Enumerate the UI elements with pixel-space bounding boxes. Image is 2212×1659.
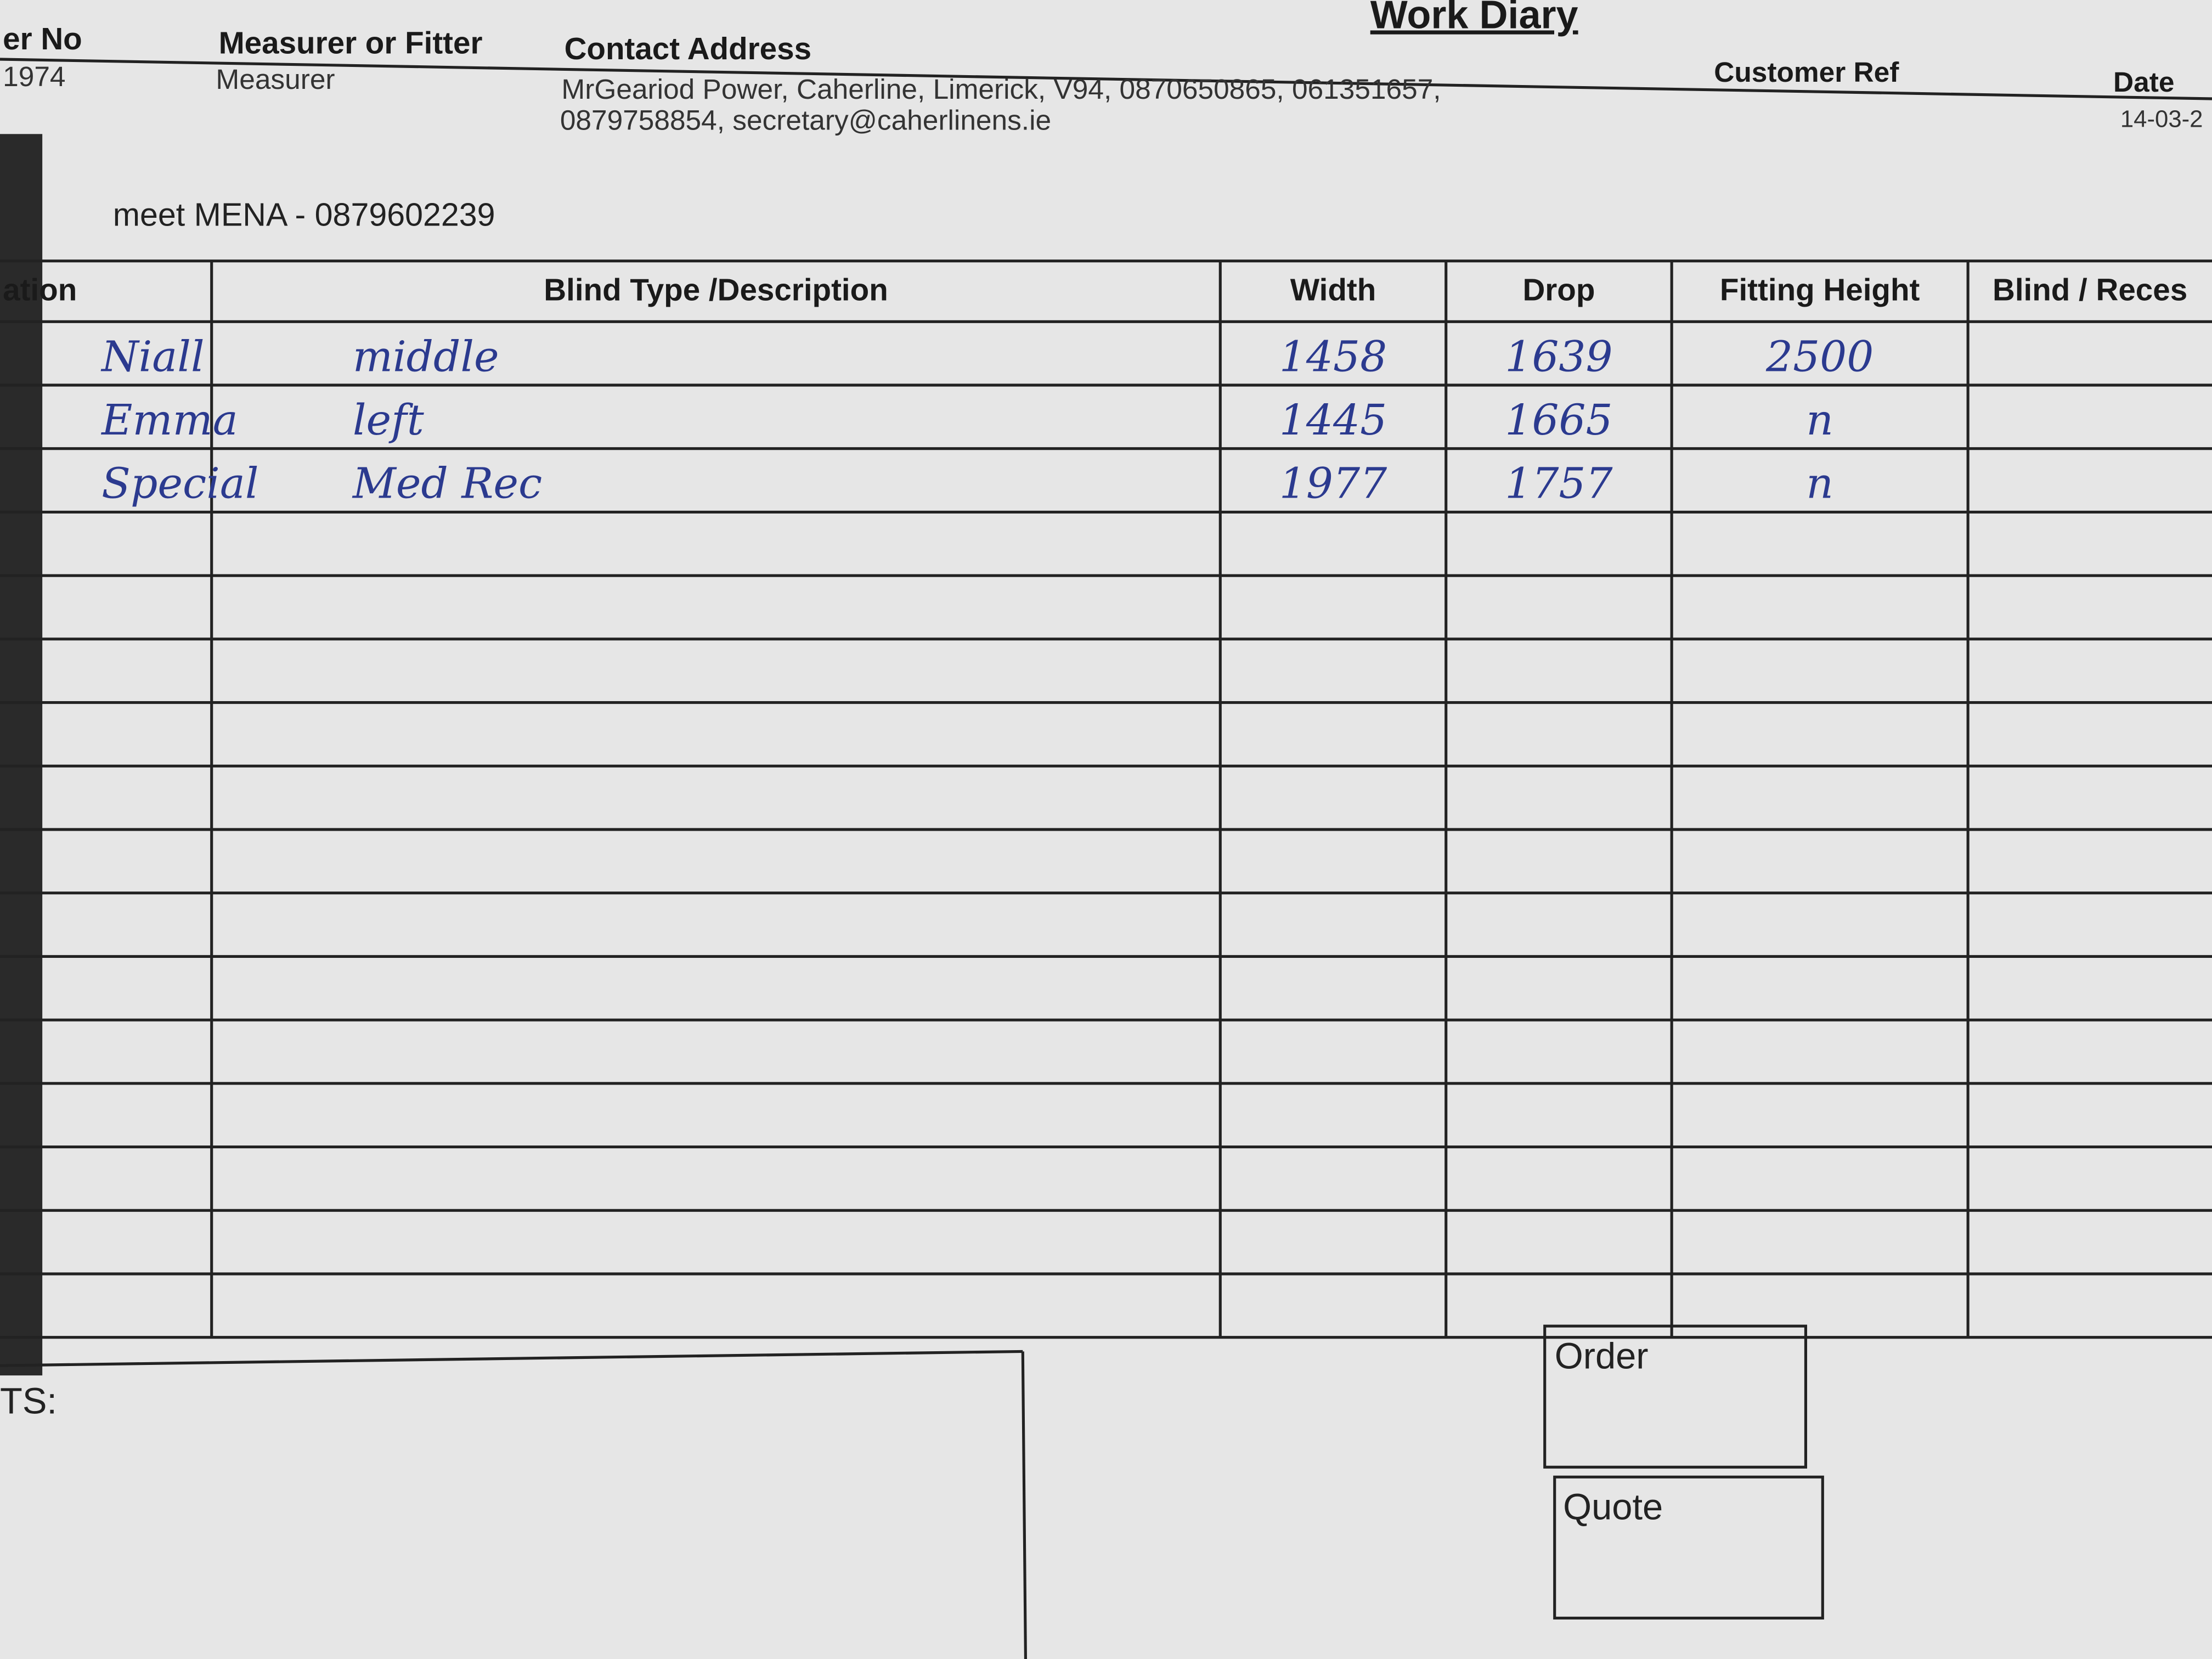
cell-width: 1977: [1279, 459, 1387, 509]
table: ation Blind Type /Description Width Drop Fit…: [0, 259, 2212, 1339]
contact-label: Contact Address: [565, 31, 811, 66]
binder-edge: [0, 134, 43, 1376]
order-option: Order: [1555, 1335, 1649, 1376]
comments-label: TS:: [0, 1381, 57, 1422]
column-header: Blind Type /Description: [544, 273, 888, 307]
date-label: Date: [2113, 66, 2174, 98]
date: 14-03-2: [2120, 105, 2203, 132]
quote-option: Quote: [1563, 1486, 1663, 1527]
cell-location: Special: [101, 459, 258, 509]
column-header: Blind / Reces: [1993, 273, 2187, 307]
title: Work Diary: [1370, 0, 1578, 37]
order-no: 1974: [3, 60, 65, 92]
header-rule: [0, 58, 2212, 100]
cell-width: 1445: [1279, 396, 1387, 445]
contact-line: 0879758854, secretary@caherlinens.ie: [560, 104, 1051, 136]
cell-description: left: [353, 396, 425, 445]
cell-location: Emma: [100, 396, 238, 445]
note: meet MENA - 0879602239: [113, 196, 495, 233]
comments-box: [1021, 1351, 1027, 1659]
cell-drop: 1665: [1505, 396, 1612, 445]
comments-box: [0, 1350, 1023, 1367]
cell-fitting-height: n: [1806, 459, 1833, 509]
cell-fitting-height: 2500: [1765, 332, 1874, 381]
customer-ref-label: Customer Ref: [1714, 56, 1899, 88]
cell-fitting-height: n: [1806, 396, 1833, 445]
quote-box: [1553, 1475, 1824, 1620]
column-header: ation: [3, 273, 77, 307]
column-header: Drop: [1522, 273, 1595, 307]
cell-description: Med Rec: [352, 459, 542, 509]
cell-description: middle: [353, 332, 499, 381]
contact-line: MrGeariod Power, Caherline, Limerick, V9…: [561, 73, 1441, 105]
measurer-label: Measurer or Fitter: [219, 26, 483, 60]
order-box: [1543, 1324, 1808, 1469]
cell-drop: 1757: [1505, 459, 1612, 509]
order-no-label: er No: [3, 21, 82, 56]
measurer: Measurer: [216, 63, 335, 95]
cell-width: 1458: [1279, 332, 1387, 381]
column-header: Width: [1290, 273, 1376, 307]
column-header: Fitting Height: [1720, 273, 1920, 307]
cell-location: Niall: [100, 332, 204, 381]
cell-drop: 1639: [1505, 332, 1612, 381]
